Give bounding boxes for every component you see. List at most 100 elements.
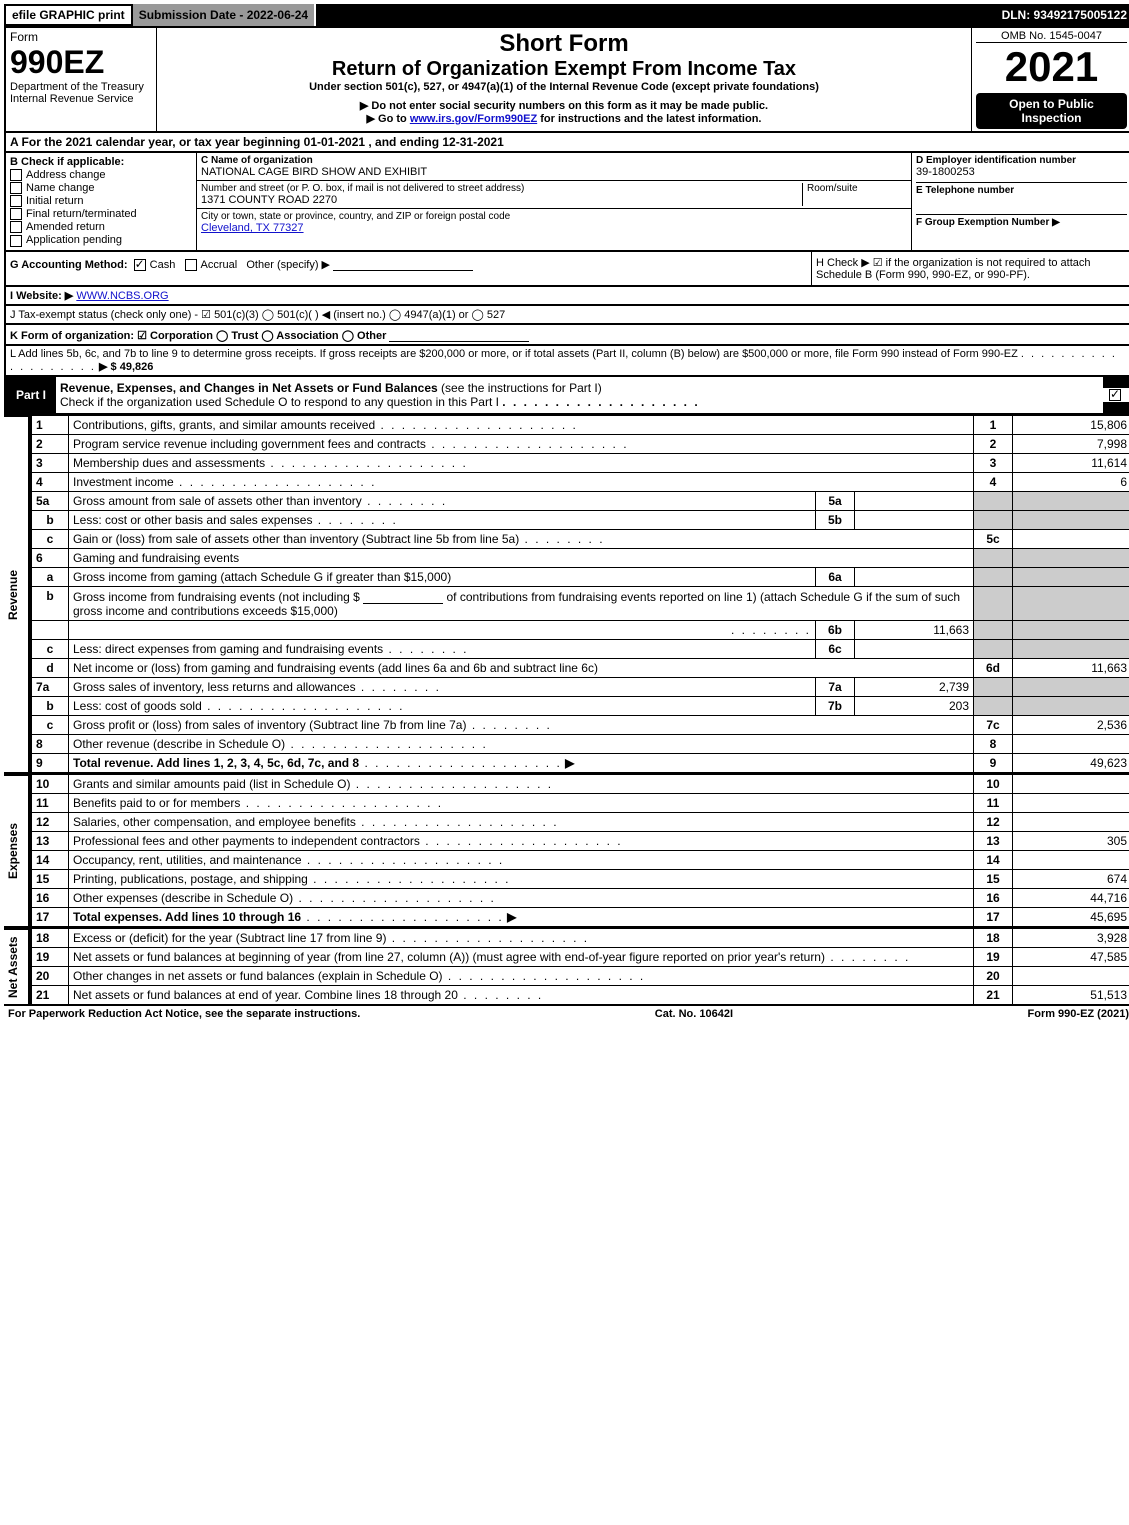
- title-short-form: Short Form: [161, 30, 967, 58]
- line-3: 3Membership dues and assessments311,614: [31, 453, 1129, 472]
- section-d-e-f: D Employer identification number 39-1800…: [911, 153, 1129, 250]
- f-label: F Group Exemption Number ▶: [916, 214, 1127, 228]
- note-ssn: ▶ Do not enter social security numbers o…: [161, 99, 967, 112]
- c-name-label: C Name of organization: [201, 155, 907, 166]
- d-label: D Employer identification number: [916, 155, 1127, 166]
- k-other-input[interactable]: [389, 327, 529, 342]
- netassets-label: Net Assets: [4, 928, 30, 1006]
- page-footer: For Paperwork Reduction Act Notice, see …: [4, 1006, 1129, 1022]
- line-21: 21Net assets or fund balances at end of …: [31, 985, 1129, 1005]
- section-i: I Website: ▶ WWW.NCBS.ORG: [4, 287, 1129, 306]
- l-amount: ▶ $ 49,826: [99, 361, 153, 373]
- line-6c: cLess: direct expenses from gaming and f…: [31, 639, 1129, 658]
- chk-accrual[interactable]: [185, 259, 197, 271]
- line-11: 11Benefits paid to or for members11: [31, 793, 1129, 812]
- part1-title: Revenue, Expenses, and Changes in Net As…: [56, 377, 1103, 413]
- form-number: 990EZ: [10, 44, 152, 81]
- form-id-cell: Form 990EZ Department of the Treasury In…: [6, 28, 156, 131]
- footer-right: Form 990-EZ (2021): [1028, 1008, 1129, 1020]
- line-5a: 5aGross amount from sale of assets other…: [31, 491, 1129, 510]
- e-label: E Telephone number: [916, 182, 1127, 196]
- dept: Department of the Treasury Internal Reve…: [10, 81, 152, 105]
- net-assets-section: Net Assets 18Excess or (deficit) for the…: [4, 928, 1129, 1006]
- expenses-section: Expenses 10Grants and similar amounts pa…: [4, 774, 1129, 928]
- b-label: B Check if applicable:: [10, 156, 192, 168]
- chk-final-return[interactable]: Final return/terminated: [10, 208, 192, 220]
- section-g: G Accounting Method: Cash Accrual Other …: [6, 252, 811, 285]
- part1-check-label: Check if the organization used Schedule …: [60, 395, 499, 409]
- section-k: K Form of organization: ☑ Corporation ◯ …: [4, 325, 1129, 346]
- chk-address-change[interactable]: Address change: [10, 169, 192, 181]
- chk-cash[interactable]: [134, 259, 146, 271]
- irs-link[interactable]: www.irs.gov/Form990EZ: [410, 113, 537, 125]
- chk-initial-return[interactable]: Initial return: [10, 195, 192, 207]
- line-15: 15Printing, publications, postage, and s…: [31, 869, 1129, 888]
- org-city: Cleveland, TX 77327: [201, 222, 907, 234]
- chk-application-pending[interactable]: Application pending: [10, 234, 192, 246]
- room-suite-label: Room/suite: [807, 183, 907, 194]
- revenue-table: 1Contributions, gifts, grants, and simil…: [30, 415, 1129, 774]
- part1-schedule-o-checkbox[interactable]: [1109, 389, 1121, 401]
- omb-number: OMB No. 1545-0047: [976, 30, 1127, 43]
- line-7c: cGross profit or (loss) from sales of in…: [31, 715, 1129, 734]
- line-13: 13Professional fees and other payments t…: [31, 831, 1129, 850]
- line-6b: b Gross income from fundraising events (…: [31, 586, 1129, 620]
- part1-tab: Part I: [6, 384, 56, 406]
- other-specify-input[interactable]: [333, 256, 473, 271]
- section-a: A For the 2021 calendar year, or tax yea…: [4, 133, 1129, 153]
- section-b-c-d: B Check if applicable: Address change Na…: [4, 153, 1129, 252]
- line-4: 4Investment income46: [31, 472, 1129, 491]
- telephone-value: [916, 196, 1127, 210]
- part1-checkbox-cell: [1103, 388, 1129, 402]
- ein: 39-1800253: [916, 166, 1127, 178]
- line-2: 2Program service revenue including gover…: [31, 434, 1129, 453]
- revenue-label: Revenue: [4, 415, 30, 774]
- org-name: NATIONAL CAGE BIRD SHOW AND EXHIBIT: [201, 166, 907, 178]
- section-b: B Check if applicable: Address change Na…: [6, 153, 196, 250]
- section-j: J Tax-exempt status (check only one) - ☑…: [4, 306, 1129, 325]
- line-5b: bLess: cost or other basis and sales exp…: [31, 510, 1129, 529]
- g-label: G Accounting Method:: [10, 258, 128, 270]
- line-12: 12Salaries, other compensation, and empl…: [31, 812, 1129, 831]
- line-10: 10Grants and similar amounts paid (list …: [31, 774, 1129, 793]
- org-street: 1371 COUNTY ROAD 2270: [201, 194, 802, 206]
- form-label: Form: [10, 30, 152, 44]
- line-20: 20Other changes in net assets or fund ba…: [31, 966, 1129, 985]
- section-l: L Add lines 5b, 6c, and 7b to line 9 to …: [4, 346, 1129, 377]
- line-18: 18Excess or (deficit) for the year (Subt…: [31, 928, 1129, 947]
- c-city-label: City or town, state or province, country…: [201, 211, 907, 222]
- l-text: L Add lines 5b, 6c, and 7b to line 9 to …: [10, 348, 1018, 360]
- chk-name-change[interactable]: Name change: [10, 182, 192, 194]
- 6b-contrib-input[interactable]: [363, 589, 443, 604]
- title-cell: Short Form Return of Organization Exempt…: [156, 28, 971, 131]
- c-street-label: Number and street (or P. O. box, if mail…: [201, 183, 802, 194]
- line-16: 16Other expenses (describe in Schedule O…: [31, 888, 1129, 907]
- line-6: 6Gaming and fundraising events: [31, 548, 1129, 567]
- dln: DLN: 93492175005122: [996, 4, 1129, 26]
- i-label: I Website: ▶: [10, 290, 73, 302]
- line-14: 14Occupancy, rent, utilities, and mainte…: [31, 850, 1129, 869]
- line-7b: bLess: cost of goods sold7b203: [31, 696, 1129, 715]
- note-goto: ▶ Go to www.irs.gov/Form990EZ for instru…: [161, 112, 967, 125]
- footer-catno: Cat. No. 10642I: [655, 1008, 733, 1020]
- top-bar: efile GRAPHIC print Submission Date - 20…: [4, 4, 1129, 26]
- expenses-table: 10Grants and similar amounts paid (list …: [30, 774, 1129, 928]
- row-g-h: G Accounting Method: Cash Accrual Other …: [4, 252, 1129, 287]
- efile-print[interactable]: efile GRAPHIC print: [4, 4, 133, 26]
- line-1: 1Contributions, gifts, grants, and simil…: [31, 415, 1129, 434]
- section-h: H Check ▶ ☑ if the organization is not r…: [811, 252, 1129, 285]
- section-c: C Name of organization NATIONAL CAGE BIR…: [196, 153, 911, 250]
- line-9: 9Total revenue. Add lines 1, 2, 3, 4, 5c…: [31, 753, 1129, 773]
- line-17: 17Total expenses. Add lines 10 through 1…: [31, 907, 1129, 927]
- part1-header: Part I Revenue, Expenses, and Changes in…: [4, 377, 1129, 415]
- form-header: Form 990EZ Department of the Treasury In…: [4, 26, 1129, 133]
- line-6d: dNet income or (loss) from gaming and fu…: [31, 658, 1129, 677]
- website-link[interactable]: WWW.NCBS.ORG: [76, 290, 168, 302]
- chk-amended-return[interactable]: Amended return: [10, 221, 192, 233]
- line-6b-box: 6b11,663: [31, 620, 1129, 639]
- line-8: 8Other revenue (describe in Schedule O)8: [31, 734, 1129, 753]
- expenses-label: Expenses: [4, 774, 30, 928]
- city-link[interactable]: Cleveland, TX 77327: [201, 222, 304, 234]
- title-return: Return of Organization Exempt From Incom…: [161, 58, 967, 81]
- revenue-section: Revenue 1Contributions, gifts, grants, a…: [4, 415, 1129, 774]
